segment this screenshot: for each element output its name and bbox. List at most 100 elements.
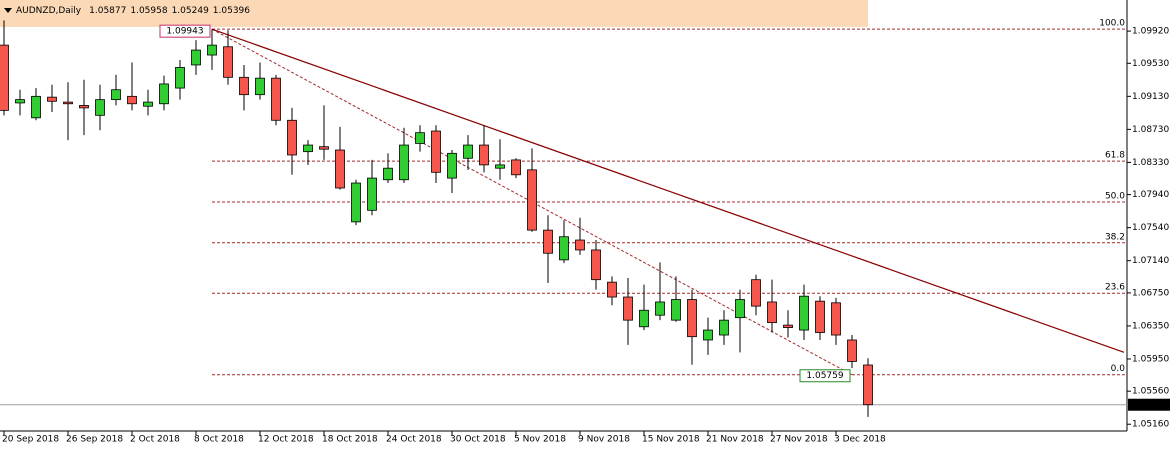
candle-body <box>735 299 745 319</box>
header-close: 1.05396 <box>213 6 250 16</box>
candle-body <box>351 182 361 223</box>
x-tick-label: 27 Nov 2018 <box>770 435 828 445</box>
candle-body <box>223 46 233 78</box>
trendline <box>211 28 1125 353</box>
menu-icon[interactable] <box>4 8 12 13</box>
price-marker-label: 1.05759 <box>806 371 843 381</box>
price-marker-box <box>159 24 211 38</box>
candle-body <box>271 77 281 121</box>
x-tick-label: 18 Oct 2018 <box>322 435 378 445</box>
x-tick-label: 15 Nov 2018 <box>642 435 700 445</box>
fib-label: 0.0 <box>1111 364 1126 374</box>
y-tick-label: 1.09920 <box>1132 27 1169 37</box>
candle-body <box>479 144 489 166</box>
x-tick-label: 30 Oct 2018 <box>450 435 506 445</box>
header-high: 1.05958 <box>130 6 167 16</box>
candle-body <box>815 300 825 333</box>
candle-body <box>831 302 841 336</box>
candle-body <box>591 249 601 281</box>
fib-label: 61.8 <box>1105 151 1125 161</box>
candle-body <box>687 299 697 338</box>
candle-body <box>783 324 793 328</box>
candle-body <box>671 299 681 321</box>
candle-body <box>111 89 121 101</box>
x-tick-label: 21 Nov 2018 <box>706 435 764 445</box>
symbol: AUDNZD,Daily <box>16 6 82 16</box>
header: AUDNZD,Daily 1.05877 1.05958 1.05249 1.05396 <box>16 6 250 16</box>
candle-body <box>159 83 169 105</box>
candle-body <box>0 44 9 111</box>
candle-body <box>623 296 633 321</box>
candle-body <box>399 144 409 181</box>
y-tick-label: 1.05950 <box>1132 354 1169 364</box>
candle-body <box>639 309 649 328</box>
candle-body <box>431 130 441 173</box>
header-band <box>0 0 868 27</box>
candle-body <box>239 76 249 96</box>
y-tick-label: 1.06750 <box>1132 288 1169 298</box>
y-tick-label: 1.05560 <box>1132 387 1169 397</box>
fib-label: 100.0 <box>1099 19 1125 29</box>
candle-body <box>207 44 217 56</box>
candle-body <box>175 67 185 89</box>
x-tick-label: 2 Oct 2018 <box>130 435 180 445</box>
candle-body <box>47 96 57 102</box>
current-price-box <box>1128 398 1170 411</box>
current-price-label: 1.05396 <box>1131 400 1168 410</box>
candle-body <box>191 49 201 66</box>
y-tick-label: 1.07140 <box>1132 256 1169 266</box>
fib-label: 23.6 <box>1105 283 1125 293</box>
x-tick-label: 24 Oct 2018 <box>386 435 442 445</box>
y-tick-label: 1.06350 <box>1132 321 1169 331</box>
candle-body <box>95 99 105 116</box>
candle-body <box>415 132 425 144</box>
y-tick-label: 1.07540 <box>1132 223 1169 233</box>
swing-line <box>211 28 853 376</box>
candle-body <box>335 149 345 189</box>
candle-body <box>447 152 457 179</box>
candle-body <box>655 301 665 316</box>
x-tick-label: 9 Nov 2018 <box>578 435 630 445</box>
header-low: 1.05249 <box>172 6 209 16</box>
x-tick-label: 12 Oct 2018 <box>258 435 314 445</box>
candle-body <box>767 301 777 324</box>
x-tick-label: 26 Sep 2018 <box>66 435 123 445</box>
candle-body <box>367 177 377 211</box>
candle-body <box>575 239 585 251</box>
price-marker-box <box>799 369 851 383</box>
candle-body <box>559 236 569 261</box>
candle-body <box>863 364 873 406</box>
x-tick-label: 20 Sep 2018 <box>2 435 59 445</box>
plot: 100.0 61.8 50.0 38.2 23.6 0.0 1.09943 1.05759 <box>0 19 1127 417</box>
y-tick-label: 1.08730 <box>1132 125 1169 135</box>
x-tick-label: 5 Nov 2018 <box>514 435 566 445</box>
candle-body <box>543 229 553 254</box>
candle-body <box>719 319 729 336</box>
candle-body <box>799 295 809 331</box>
candle-body <box>287 119 297 156</box>
candle-body <box>303 144 313 153</box>
candle-body <box>511 159 521 176</box>
candle-body <box>495 164 505 169</box>
x-tick-label: 8 Oct 2018 <box>194 435 244 445</box>
candle-body <box>703 329 713 341</box>
candle-body <box>751 279 761 307</box>
y-tick-label: 1.09530 <box>1132 59 1169 69</box>
candle-body <box>847 339 857 362</box>
candle-body <box>63 101 73 105</box>
y-tick-label: 1.07940 <box>1132 190 1169 200</box>
fib-label: 50.0 <box>1105 191 1125 201</box>
candle-body <box>463 144 473 159</box>
x-tick-label: 3 Dec 2018 <box>834 435 886 445</box>
y-tick-label: 1.05160 <box>1132 420 1169 430</box>
header-open: 1.05877 <box>89 6 126 16</box>
candle-body <box>527 169 537 231</box>
y-tick-label: 1.09130 <box>1132 92 1169 102</box>
candle-body <box>127 95 137 105</box>
fib-label: 38.2 <box>1105 232 1125 242</box>
candle-body <box>31 95 41 119</box>
candle-body <box>255 77 265 96</box>
price-marker-label: 1.09943 <box>166 27 203 37</box>
candle-body <box>143 101 153 107</box>
